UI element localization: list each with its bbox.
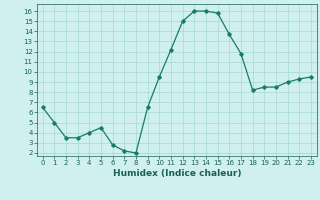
X-axis label: Humidex (Indice chaleur): Humidex (Indice chaleur) (113, 169, 241, 178)
